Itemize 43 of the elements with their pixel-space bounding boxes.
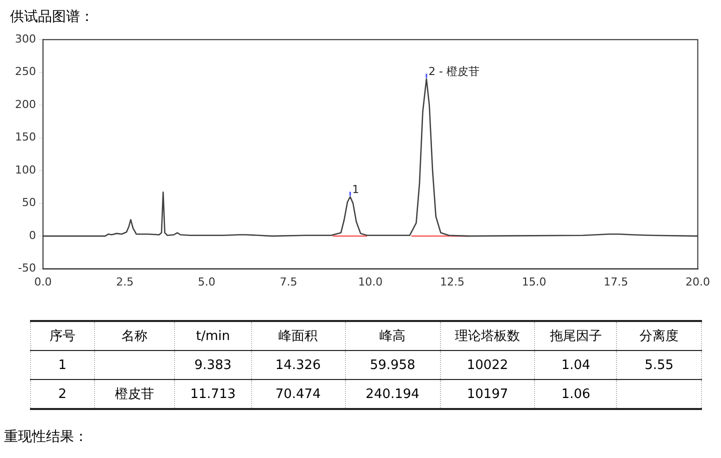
category-label: 峰面积 bbox=[251, 321, 346, 350]
y-tick-label: 100 bbox=[14, 163, 36, 176]
x-tick-label: 7.5 bbox=[280, 275, 298, 288]
y-tick-label: 0 bbox=[28, 228, 36, 242]
chart-title: 供试品图谱： bbox=[9, 8, 95, 27]
category-label: 拖尾因子 bbox=[534, 321, 617, 350]
x-tick-label: 15.0 bbox=[522, 275, 546, 288]
x-tick-label: 20.0 bbox=[686, 275, 710, 288]
text: 10022 bbox=[466, 358, 508, 372]
y-tick-label: 300 bbox=[14, 32, 36, 46]
y-tick-label: 200 bbox=[14, 98, 36, 111]
category-label: 理论塔板数 bbox=[440, 321, 535, 350]
x-tick-label: 10.0 bbox=[358, 275, 383, 288]
text: 240.194 bbox=[366, 386, 420, 402]
category-label: t/min bbox=[174, 321, 252, 350]
text: 1 bbox=[58, 358, 67, 372]
annotation: 2 - 橙皮苷 bbox=[428, 65, 480, 78]
text: 1.06 bbox=[561, 386, 590, 402]
text: 重现性结果： bbox=[4, 428, 89, 446]
category-label: 名称 bbox=[94, 321, 175, 350]
y-tick-label: 50 bbox=[22, 196, 36, 210]
x-tick-label: 17.5 bbox=[604, 275, 628, 288]
text: 2 bbox=[58, 386, 67, 402]
text: 橙皮苷 bbox=[115, 387, 154, 402]
x-tick-label: 5.0 bbox=[198, 275, 216, 288]
y-tick-label: -50 bbox=[18, 262, 36, 275]
text: 11.713 bbox=[190, 386, 236, 402]
category-label: 分离度 bbox=[616, 321, 702, 350]
text: 5.55 bbox=[644, 358, 674, 372]
text: 70.474 bbox=[275, 386, 321, 402]
text: 14.326 bbox=[275, 358, 321, 372]
text: 59.958 bbox=[370, 358, 416, 372]
y-tick-label: 250 bbox=[14, 65, 36, 78]
text: 1.04 bbox=[561, 358, 590, 372]
category-label: 序号 bbox=[30, 321, 94, 350]
y-tick-label: 150 bbox=[14, 130, 36, 144]
text: 10197 bbox=[466, 386, 508, 402]
x-tick-label: 12.5 bbox=[440, 275, 464, 288]
category-label: 峰高 bbox=[345, 321, 440, 350]
annotation: 1 bbox=[352, 183, 360, 196]
text: 9.383 bbox=[194, 358, 232, 372]
x-tick-label: 2.5 bbox=[116, 275, 134, 288]
x-tick-label: 0.0 bbox=[34, 275, 52, 288]
